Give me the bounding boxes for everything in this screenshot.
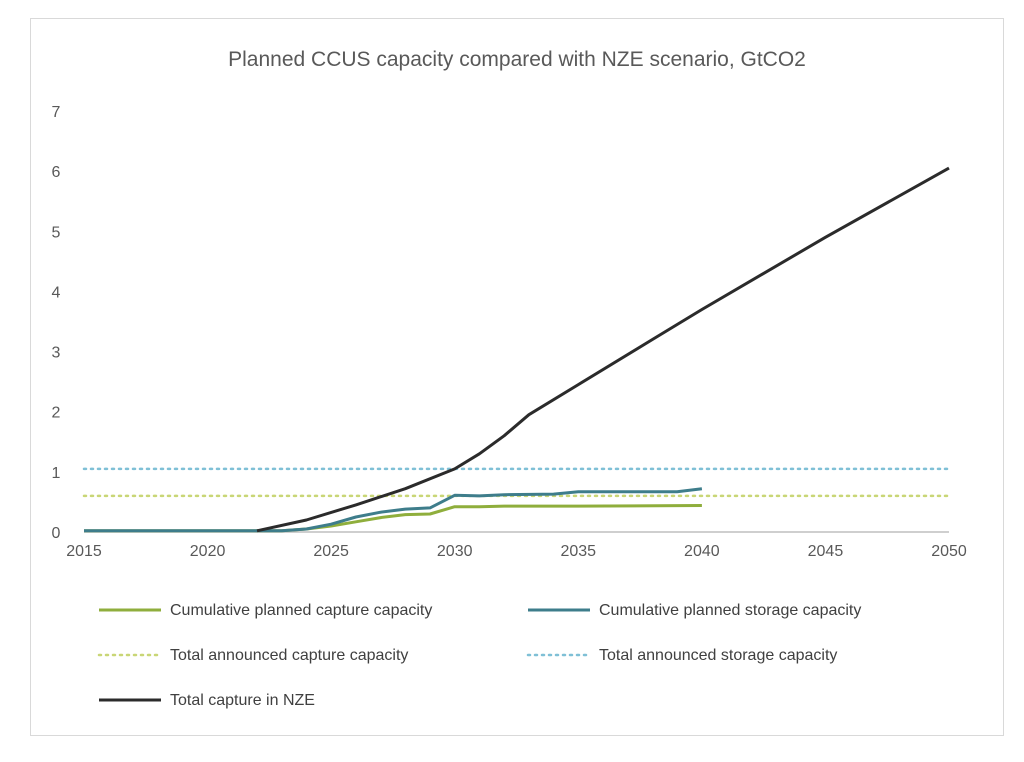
- y-tick-label: 5: [52, 224, 61, 241]
- series-line-1: [84, 487, 703, 533]
- legend-label: Total announced storage capacity: [599, 647, 837, 664]
- legend-label: Cumulative planned storage capacity: [599, 602, 861, 619]
- x-tick-label: 2025: [313, 543, 349, 560]
- y-tick-label: 2: [52, 405, 61, 422]
- legend-label: Total announced capture capacity: [170, 647, 408, 664]
- x-tick-label: 2045: [808, 543, 844, 560]
- y-tick-label: 7: [52, 104, 61, 121]
- y-tick-label: 0: [52, 525, 61, 542]
- x-tick-label: 2040: [684, 543, 720, 560]
- legend-label: Total capture in NZE: [170, 692, 315, 709]
- y-tick-label: 3: [52, 345, 61, 362]
- x-tick-label: 2020: [190, 543, 226, 560]
- y-tick-label: 4: [52, 284, 61, 301]
- y-tick-label: 6: [52, 164, 61, 181]
- x-tick-label: 2030: [437, 543, 473, 560]
- x-tick-label: 2015: [66, 543, 102, 560]
- chart-title: Planned CCUS capacity compared with NZE …: [228, 48, 806, 71]
- x-tick-label: 2035: [560, 543, 596, 560]
- x-tick-label: 2050: [931, 543, 967, 560]
- line-chart: Planned CCUS capacity compared with NZE …: [52, 48, 967, 709]
- legend-label: Cumulative planned capture capacity: [170, 602, 432, 619]
- chart-frame: Planned CCUS capacity compared with NZE …: [30, 18, 1004, 736]
- y-tick-label: 1: [52, 465, 61, 482]
- series-line-4: [256, 166, 950, 533]
